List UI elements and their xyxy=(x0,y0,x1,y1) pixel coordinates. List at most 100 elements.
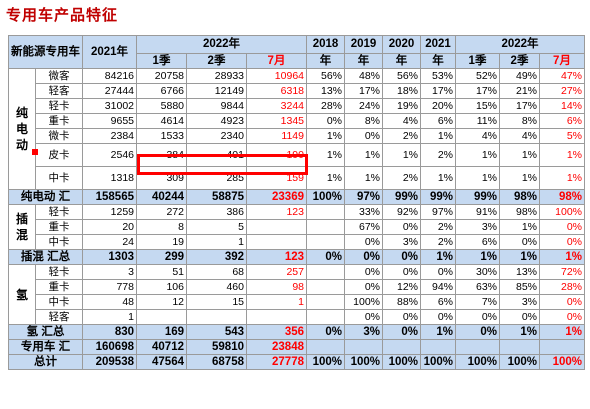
cell-share-2020: 0% xyxy=(382,249,421,265)
cell-share-2021: 99% xyxy=(420,189,456,205)
cell-share-2018 xyxy=(306,204,345,220)
cell-2021: 1 xyxy=(82,309,137,325)
cell-share-jul: 6% xyxy=(539,113,585,129)
header-row-1: 新能源专用车 2021年 2022年 2018 2019 2020 2021 2… xyxy=(8,35,585,69)
cell-2021: 160698 xyxy=(82,339,137,355)
cell-share-2019: 0% xyxy=(344,264,383,280)
cell-q2: 15 xyxy=(186,294,247,310)
cell-jul: 159 xyxy=(246,166,307,190)
cell-share-2018: 100% xyxy=(306,189,345,205)
cell-share-2021: 17% xyxy=(420,83,456,99)
row-label: 轻卡 xyxy=(35,204,83,220)
cell-jul: 23848 xyxy=(246,339,307,355)
cell-q2: 2340 xyxy=(186,128,247,144)
cell-2021: 84216 xyxy=(82,68,137,84)
cell-q1: 106 xyxy=(136,279,187,295)
cell-share-q1: 99% xyxy=(455,189,500,205)
cell-share-2021: 97% xyxy=(420,204,456,220)
cell-q1: 309 xyxy=(136,166,187,190)
cell-share-2021: 2% xyxy=(420,234,456,250)
cell-share-q2: 49% xyxy=(499,68,540,84)
header-year-2021: 年 xyxy=(420,53,456,69)
cell-share-2020: 4% xyxy=(382,113,421,129)
cell-share-q2: 98% xyxy=(499,189,540,205)
cell-2021: 20 xyxy=(82,219,137,235)
cell-q1 xyxy=(136,309,187,325)
cell-share-q1: 52% xyxy=(455,68,500,84)
cell-share-q2: 21% xyxy=(499,83,540,99)
cell-share-2021: 53% xyxy=(420,68,456,84)
cell-share-jul: 0% xyxy=(539,294,585,310)
cell-share-jul: 14% xyxy=(539,98,585,114)
cell-share-jul: 5% xyxy=(539,128,585,144)
cell-share-2020: 2% xyxy=(382,166,421,190)
header-share-2020: 2020 xyxy=(382,35,421,54)
cell-share-2021: 6% xyxy=(420,294,456,310)
cell-share-jul: 1% xyxy=(539,166,585,190)
cell-share-2018: 1% xyxy=(306,143,345,167)
cell-share-2019: 1% xyxy=(344,143,383,167)
cell-share-2019: 24% xyxy=(344,98,383,114)
cell-jul: 1149 xyxy=(246,128,307,144)
cell-share-2019: 3% xyxy=(344,324,383,340)
cell-share-jul: 72% xyxy=(539,264,585,280)
table-row: 轻客 1 0% 0% 0% 0% 0% 0% xyxy=(9,309,585,325)
cell-q1: 384 xyxy=(136,143,187,167)
cell-share-q2: 8% xyxy=(499,113,540,129)
cell-share-2019: 0% xyxy=(344,309,383,325)
group-label-bev: 纯电动 xyxy=(8,68,36,190)
row-label: 专用车 汇 xyxy=(8,339,83,355)
header-2021: 2021年 xyxy=(82,35,137,69)
cell-share-2020: 18% xyxy=(382,83,421,99)
table-row: 插混 轻卡 1259 272 386 123 33% 92% 97% 91% 9… xyxy=(8,204,585,250)
cell-2021: 31002 xyxy=(82,98,137,114)
row-label: 微卡 xyxy=(35,128,83,144)
cell-share-2020: 0% xyxy=(382,219,421,235)
cell-share-2019: 97% xyxy=(344,189,383,205)
cell-share-2018: 13% xyxy=(306,83,345,99)
cell-share-2020: 2% xyxy=(382,128,421,144)
cell-q1: 4614 xyxy=(136,113,187,129)
cell-share-q1: 91% xyxy=(455,204,500,220)
row-label: 重卡 xyxy=(35,279,83,295)
cell-q1: 272 xyxy=(136,204,187,220)
row-label: 轻卡 xyxy=(35,264,83,280)
cell-q1: 1533 xyxy=(136,128,187,144)
cell-share-q2: 1% xyxy=(499,324,540,340)
cell-share-2018 xyxy=(306,234,345,250)
cell-share-q2: 0% xyxy=(499,309,540,325)
cell-share-2020: 100% xyxy=(382,354,421,370)
cell-share-2019: 100% xyxy=(344,294,383,310)
cell-q2: 12149 xyxy=(186,83,247,99)
cell-share-2018 xyxy=(306,264,345,280)
cell-q1: 6766 xyxy=(136,83,187,99)
cell-q1: 19 xyxy=(136,234,187,250)
cell-jul: 27778 xyxy=(246,354,307,370)
cell-share-2018 xyxy=(306,294,345,310)
page-title: 专用车产品特征 xyxy=(6,7,119,24)
cell-q1: 51 xyxy=(136,264,187,280)
cell-jul: 98 xyxy=(246,279,307,295)
header-share-2021: 2021 xyxy=(420,35,456,54)
cell-share-q1: 0% xyxy=(455,324,500,340)
header-q2: 2季 xyxy=(186,53,247,69)
cell-share-jul xyxy=(539,339,585,355)
subtotal-row-bev: 纯电动 汇 158565 40244 58875 23369 100% 97% … xyxy=(8,189,585,205)
cell-q1: 47564 xyxy=(136,354,187,370)
cell-share-2020: 1% xyxy=(382,143,421,167)
cell-share-2020: 99% xyxy=(382,189,421,205)
cell-share-2020: 0% xyxy=(382,309,421,325)
cell-jul: 23369 xyxy=(246,189,307,205)
cell-share-q1: 6% xyxy=(455,234,500,250)
cell-q2: 58875 xyxy=(186,189,247,205)
cell-q2: 392 xyxy=(186,249,247,265)
table-row: 轻卡 31002 5880 9844 3244 28% 24% 19% 20% … xyxy=(9,98,585,114)
cell-share-2020: 0% xyxy=(382,264,421,280)
cell-jul: 190 xyxy=(246,143,307,167)
cell-q2: 1 xyxy=(186,234,247,250)
row-marker xyxy=(32,149,38,155)
row-label: 微客 xyxy=(35,68,83,84)
cell-share-q2: 1% xyxy=(499,219,540,235)
header-share-q2: 2季 xyxy=(499,53,540,69)
table-row: 重卡 20 8 5 67% 0% 2% 3% 1% 0% xyxy=(9,219,585,235)
